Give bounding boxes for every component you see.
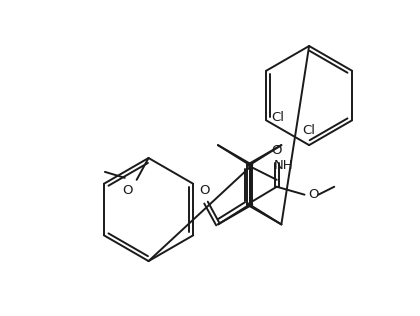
Text: Cl: Cl	[271, 111, 284, 124]
Text: O: O	[308, 188, 319, 201]
Text: NH: NH	[273, 159, 293, 172]
Text: Cl: Cl	[303, 124, 315, 137]
Text: O: O	[122, 184, 133, 197]
Text: O: O	[199, 184, 209, 197]
Text: O: O	[271, 144, 282, 157]
